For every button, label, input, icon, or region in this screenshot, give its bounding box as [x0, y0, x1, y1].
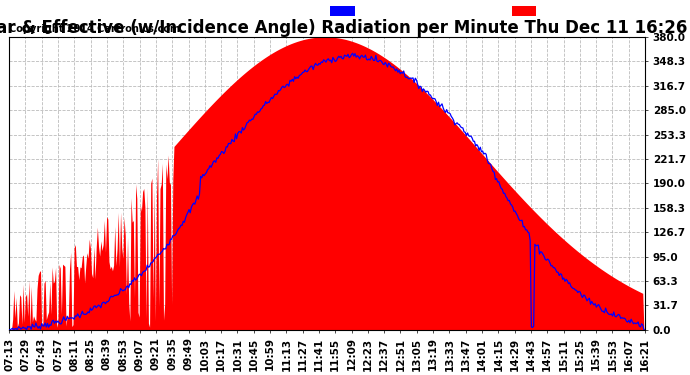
- Text: Copyright 2014 Cartronics.com: Copyright 2014 Cartronics.com: [9, 24, 180, 34]
- Legend: Radiation (Effective w/m2), Radiation (w/m2): Radiation (Effective w/m2), Radiation (w…: [328, 4, 640, 18]
- Title: Solar & Effective (w/Incidence Angle) Radiation per Minute Thu Dec 11 16:26: Solar & Effective (w/Incidence Angle) Ra…: [0, 19, 687, 37]
